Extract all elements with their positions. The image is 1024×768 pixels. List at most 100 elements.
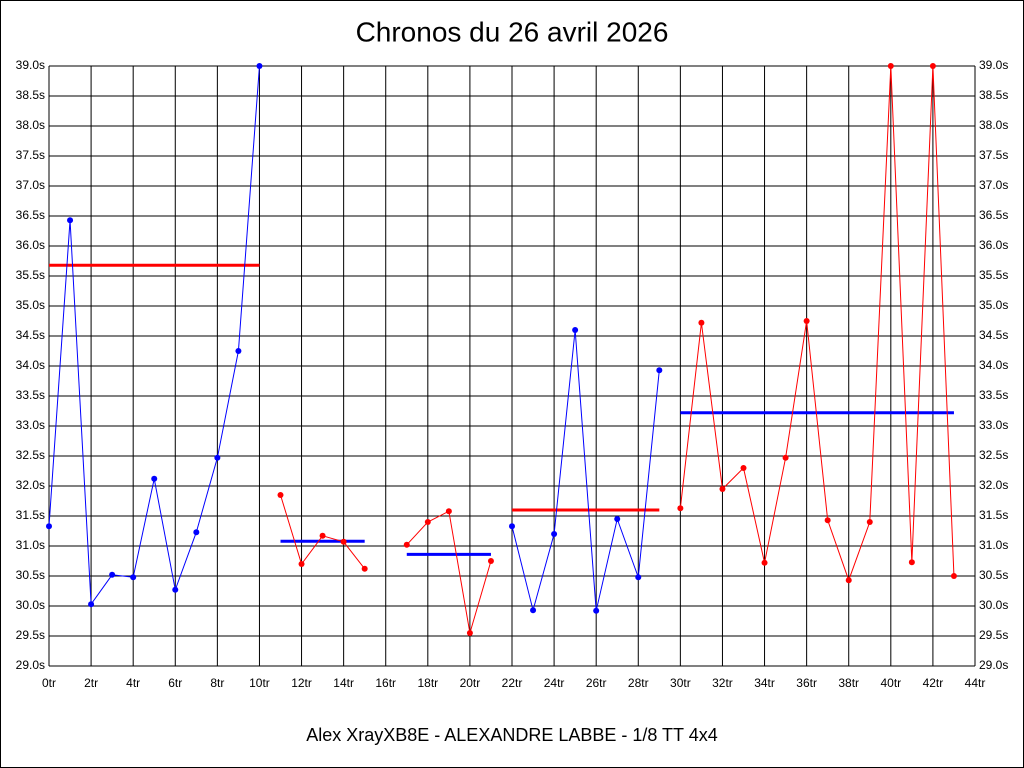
y-tick-label: 36.5s [16, 208, 45, 222]
x-tick-label: 12tr [291, 676, 312, 690]
point [130, 574, 137, 581]
point [593, 607, 600, 614]
y-tick-label: 35.5s [16, 268, 45, 282]
point [214, 454, 221, 461]
y2-tick-label: 36.5s [979, 208, 1008, 222]
y-tick-label: 32.0s [16, 478, 45, 492]
chart-title: Chronos du 26 avril 2026 [356, 16, 669, 47]
y2-tick-label: 36.0s [979, 238, 1008, 252]
y-tick-label: 34.5s [16, 328, 45, 342]
point [719, 486, 726, 492]
x-tick-label: 44tr [965, 676, 986, 690]
y2-tick-label: 38.0s [979, 118, 1008, 132]
point [509, 523, 515, 530]
x-tick-label: 36tr [796, 676, 817, 690]
y2-tick-label: 39.0s [979, 58, 1008, 72]
point [46, 523, 52, 530]
x-tick-label: 10tr [249, 676, 270, 690]
x-tick-label: 4tr [126, 676, 140, 690]
y2-tick-label: 38.5s [979, 88, 1008, 102]
point [635, 574, 642, 581]
footer: Alex XrayXB8E - ALEXANDRE LABBE - 1/8 TT… [306, 725, 718, 745]
point [340, 538, 347, 545]
x-tick-label: 24tr [544, 676, 565, 690]
point [698, 319, 705, 326]
point [445, 508, 452, 515]
series-line [511, 329, 660, 613]
point [530, 607, 537, 614]
x-tick-label: 0tr [42, 676, 56, 690]
x-tick-label: 8tr [210, 676, 224, 690]
y-tick-label: 31.0s [16, 538, 45, 552]
y2-tick-label: 29.0s [979, 658, 1008, 672]
point [403, 541, 410, 548]
x-tick-label: 16tr [375, 676, 396, 690]
y2-tick-label: 35.5s [979, 268, 1008, 282]
y2-tick-label: 30.5s [979, 568, 1008, 582]
y2-tick-label: 33.5s [979, 388, 1008, 402]
y2-tick-label: 37.5s [979, 148, 1008, 162]
point [677, 505, 684, 512]
y-tick-label: 38.5s [16, 88, 45, 102]
x-tick-label: 32tr [712, 676, 733, 690]
y-tick-label: 30.0s [16, 598, 45, 612]
y2-tick-label: 32.5s [979, 448, 1008, 462]
point [277, 492, 284, 498]
x-tick-label: 2tr [84, 676, 98, 690]
point [782, 454, 789, 461]
point [235, 348, 242, 354]
point [866, 519, 873, 525]
series-line [679, 65, 955, 582]
y2-tick-label: 34.5s [979, 328, 1008, 342]
point [572, 327, 579, 333]
y-tick-label: 29.5s [16, 628, 45, 642]
point [803, 318, 810, 324]
y2-tick-label: 31.0s [979, 538, 1008, 552]
point [466, 630, 473, 636]
point [929, 63, 936, 69]
point [88, 601, 95, 608]
y-tick-label: 35.0s [16, 298, 45, 312]
point [172, 586, 179, 593]
y-tick-label: 39.0s [16, 58, 45, 72]
y-tick-label: 33.5s [16, 388, 45, 402]
point [614, 516, 621, 522]
point [824, 517, 831, 524]
point [319, 532, 326, 539]
x-tick-label: 34tr [754, 676, 775, 690]
y2-tick-label: 33.0s [979, 418, 1008, 432]
point [887, 63, 894, 69]
x-tick-label: 40tr [880, 676, 901, 690]
y2-tick-label: 34.0s [979, 358, 1008, 372]
x-tick-label: 22tr [502, 676, 523, 690]
x-tick-label: 18tr [417, 676, 438, 690]
point [761, 559, 768, 566]
x-tick-label: 26tr [586, 676, 607, 690]
point [109, 571, 116, 578]
y2-tick-label: 37.0s [979, 178, 1008, 192]
point [740, 465, 747, 471]
y-tick-label: 37.5s [16, 148, 45, 162]
y-tick-label: 30.5s [16, 568, 45, 582]
y-tick-label: 36.0s [16, 238, 45, 252]
point [361, 565, 368, 572]
x-tick-label: 20tr [460, 676, 481, 690]
x-tick-label: 42tr [923, 676, 944, 690]
y-tick-label: 37.0s [16, 178, 45, 192]
x-tick-label: 38tr [838, 676, 859, 690]
point [151, 475, 158, 482]
y2-tick-label: 29.5s [979, 628, 1008, 642]
x-tick-label: 6tr [168, 676, 182, 690]
y-tick-label: 34.0s [16, 358, 45, 372]
y-tick-label: 29.0s [16, 658, 45, 672]
y2-tick-label: 32.0s [979, 478, 1008, 492]
point [845, 577, 852, 584]
point [67, 217, 74, 224]
point [551, 531, 558, 537]
y2-tick-label: 30.0s [979, 598, 1008, 612]
point [298, 561, 305, 567]
point [908, 559, 915, 566]
x-tick-label: 14tr [333, 676, 354, 690]
x-tick-label: 30tr [670, 676, 691, 690]
y-tick-label: 38.0s [16, 118, 45, 132]
